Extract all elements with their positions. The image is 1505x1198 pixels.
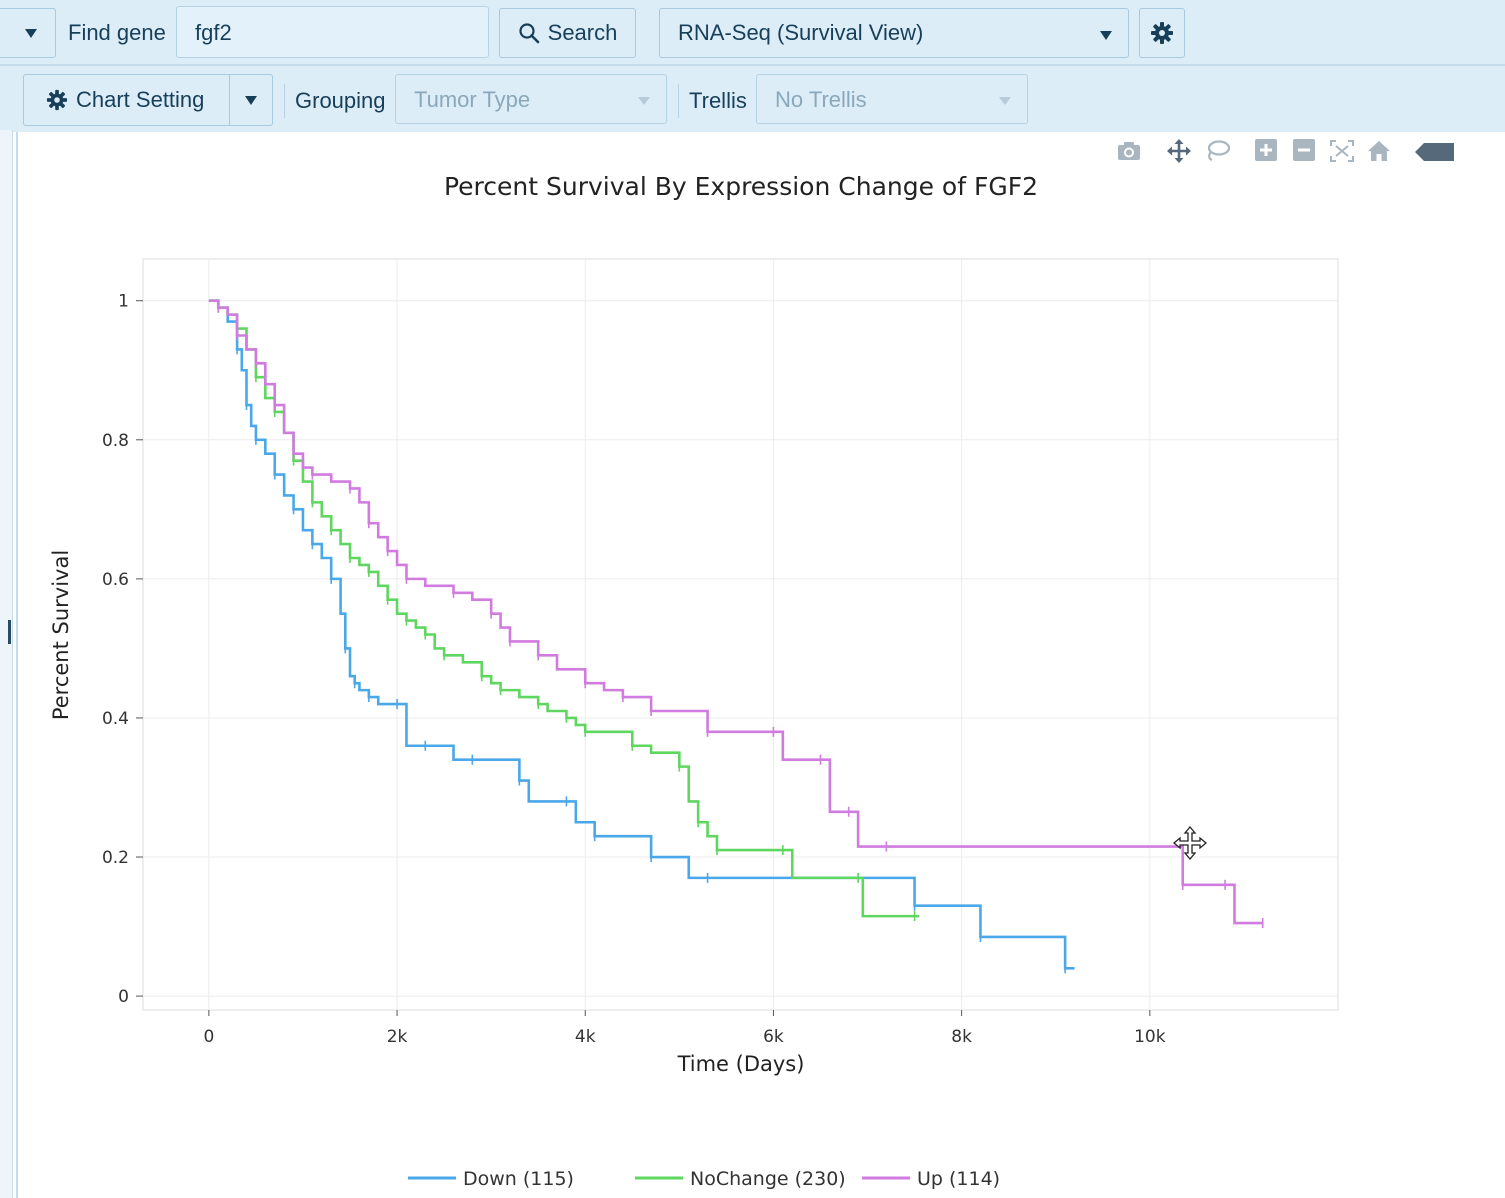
y-tick-label: 0.6 xyxy=(102,570,129,590)
plot-area xyxy=(142,258,1339,1011)
view-select[interactable]: RNA-Seq (Survival View) xyxy=(659,8,1129,58)
x-tick-label: 2k xyxy=(387,1027,408,1047)
grouping-select-value: Tumor Type xyxy=(414,87,531,112)
x-axis-label: Time (Days) xyxy=(677,1052,805,1076)
toolbar-divider xyxy=(284,84,285,118)
survival-curve[interactable] xyxy=(208,299,1263,925)
settings-button[interactable] xyxy=(1139,8,1185,58)
search-button[interactable]: Search xyxy=(499,8,636,58)
menu-dropdown-button[interactable] xyxy=(0,8,56,58)
x-tick-label: 8k xyxy=(951,1027,972,1047)
trellis-select[interactable]: No Trellis xyxy=(756,74,1028,124)
legend-item[interactable]: Up (114) xyxy=(862,1168,1000,1190)
chevron-down-icon xyxy=(999,97,1011,105)
legend-item[interactable]: Down (115) xyxy=(408,1168,574,1190)
pan-icon[interactable] xyxy=(1166,138,1192,164)
gear-icon xyxy=(1151,22,1173,44)
chevron-down-icon xyxy=(1100,31,1112,40)
y-tick-label: 1 xyxy=(118,292,129,312)
autoscale-icon[interactable] xyxy=(1328,138,1356,164)
side-panel-edge xyxy=(0,130,13,1198)
search-button-label: Search xyxy=(547,20,618,45)
y-tick-label: 0.8 xyxy=(102,431,129,451)
legend-item[interactable]: NoChange (230) xyxy=(635,1168,846,1190)
x-tick-label: 4k xyxy=(575,1027,596,1047)
panel-resize-handle[interactable] xyxy=(8,620,11,644)
chart-setting-label: Chart Setting xyxy=(76,87,205,112)
x-tick-label: 6k xyxy=(763,1027,784,1047)
chart-setting-dropdown-button[interactable] xyxy=(229,74,273,126)
move-cursor-icon xyxy=(1173,826,1207,860)
axis-ticks: 0 2k 4k 6k 8k 10k 0 0.2 0.4 0.6 0.8 1 xyxy=(102,292,1166,1047)
chart-legend: Down (115) NoChange (230) Up (114) xyxy=(408,1168,1000,1190)
search-icon xyxy=(519,23,539,44)
gear-icon xyxy=(46,89,68,111)
top-toolbar: Find gene fgf2 Search RNA-Seq (Survival … xyxy=(0,0,1505,64)
find-gene-label: Find gene xyxy=(68,20,166,45)
trellis-select-value: No Trellis xyxy=(775,87,867,112)
y-tick-label: 0.4 xyxy=(102,709,129,729)
chart-setting-button[interactable]: Chart Setting xyxy=(23,74,230,126)
chevron-down-icon xyxy=(638,97,650,105)
y-tick-label: 0.2 xyxy=(102,848,129,868)
chart-title: Percent Survival By Expression Change of… xyxy=(444,172,1038,201)
series-lines xyxy=(208,299,1264,974)
legend-label: NoChange (230) xyxy=(690,1168,846,1190)
chevron-down-icon xyxy=(245,95,257,105)
x-tick-label: 10k xyxy=(1134,1027,1166,1047)
chevron-down-icon xyxy=(25,28,37,38)
grouping-label: Grouping xyxy=(295,88,386,113)
plotly-logo-icon[interactable] xyxy=(1414,141,1456,163)
toolbar-divider xyxy=(678,84,679,118)
lasso-icon[interactable] xyxy=(1203,138,1231,164)
home-icon[interactable] xyxy=(1366,138,1392,164)
survival-curve[interactable] xyxy=(208,299,1075,970)
y-axis-label: Percent Survival xyxy=(49,550,73,720)
chart-toolbar: Chart Setting Grouping Tumor Type Trelli… xyxy=(0,64,1505,132)
camera-icon[interactable] xyxy=(1116,138,1142,164)
view-select-value: RNA-Seq (Survival View) xyxy=(678,20,924,45)
gene-search-input[interactable]: fgf2 xyxy=(176,6,489,58)
x-tick-label: 0 xyxy=(203,1027,214,1047)
legend-label: Down (115) xyxy=(463,1168,574,1190)
legend-label: Up (114) xyxy=(917,1168,1000,1190)
y-tick-label: 0 xyxy=(118,987,129,1007)
trellis-label: Trellis xyxy=(689,88,747,113)
zoom-in-icon[interactable] xyxy=(1254,138,1278,162)
zoom-out-icon[interactable] xyxy=(1292,138,1316,162)
grid-lines xyxy=(143,259,1338,1010)
gene-search-input-value: fgf2 xyxy=(195,20,232,45)
grouping-select[interactable]: Tumor Type xyxy=(395,74,667,124)
